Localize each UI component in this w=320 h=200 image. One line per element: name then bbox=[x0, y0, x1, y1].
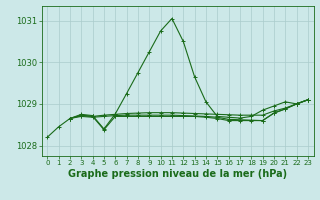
X-axis label: Graphe pression niveau de la mer (hPa): Graphe pression niveau de la mer (hPa) bbox=[68, 169, 287, 179]
